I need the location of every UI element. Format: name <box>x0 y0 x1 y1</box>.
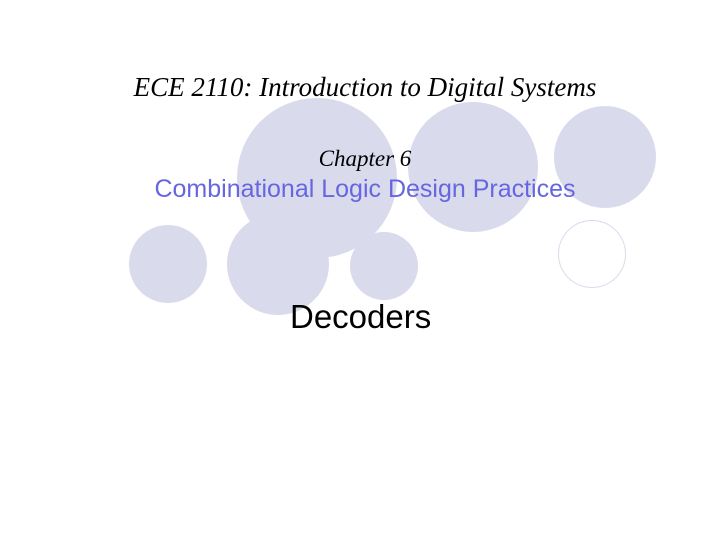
chapter-number: Chapter 6 <box>85 146 645 172</box>
decorative-circle <box>350 232 418 300</box>
decorative-circle <box>129 225 207 303</box>
course-title: ECE 2110: Introduction to Digital System… <box>85 72 645 103</box>
decorative-circle-outline <box>558 220 626 288</box>
chapter-title: Combinational Logic Design Practices <box>85 175 645 204</box>
topic-title: Decoders <box>290 298 431 336</box>
